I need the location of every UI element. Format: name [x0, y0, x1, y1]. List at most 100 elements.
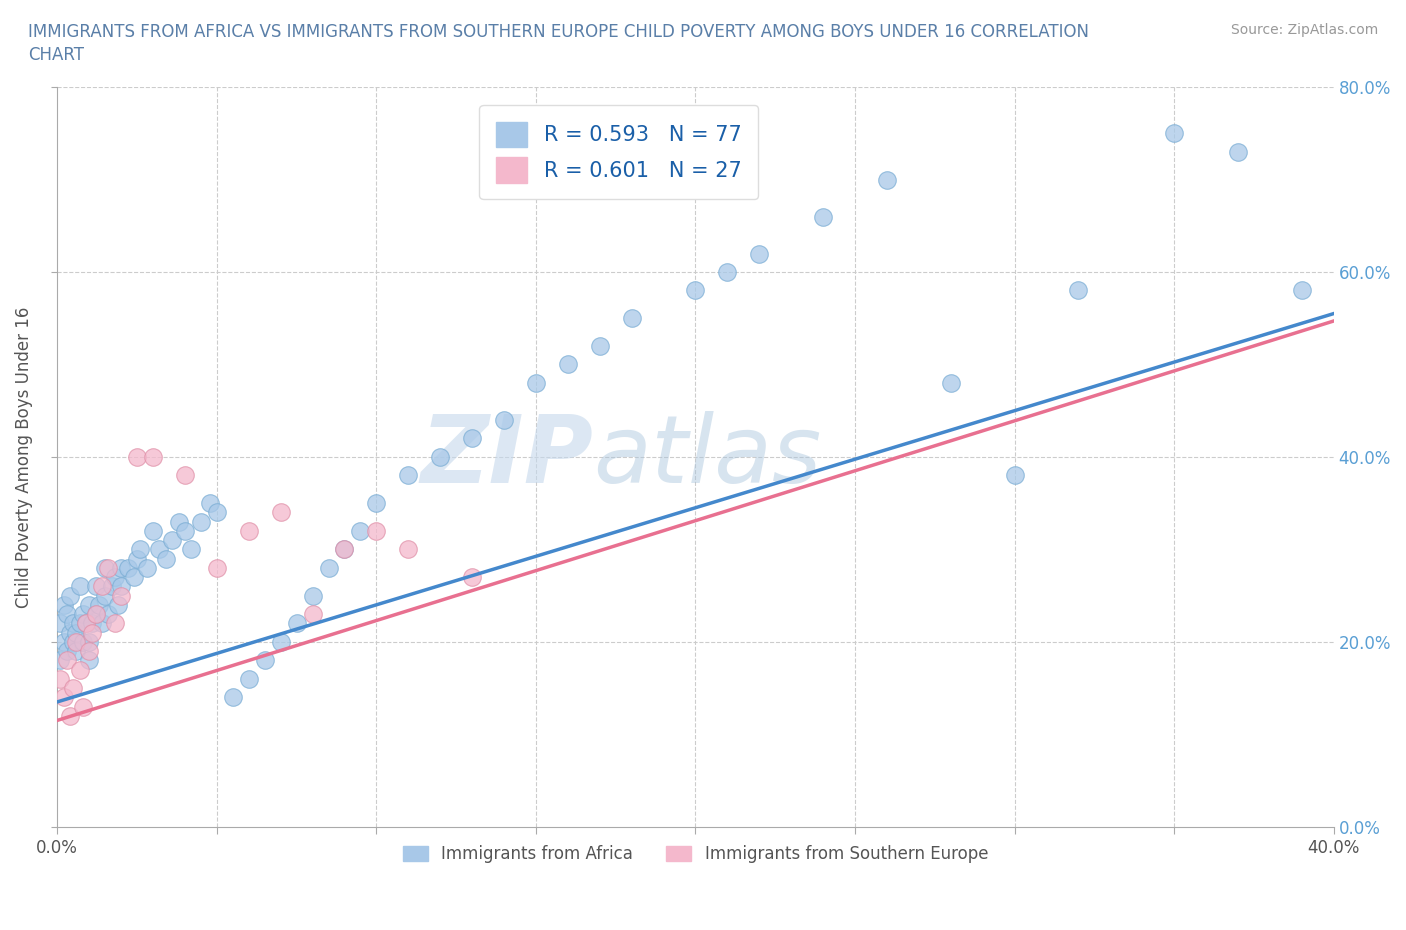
- Point: [876, 172, 898, 187]
- Point: [811, 209, 834, 224]
- Point: [461, 570, 484, 585]
- Point: [56, 606, 79, 621]
- Point: [1226, 144, 1249, 159]
- Point: [620, 311, 643, 325]
- Point: [49, 653, 72, 668]
- Point: [366, 496, 388, 511]
- Point: [72, 634, 94, 649]
- Point: [685, 283, 707, 298]
- Point: [190, 514, 212, 529]
- Point: [72, 606, 94, 621]
- Y-axis label: Child Poverty Among Boys Under 16: Child Poverty Among Boys Under 16: [15, 306, 32, 607]
- Point: [1004, 468, 1026, 483]
- Point: [333, 542, 356, 557]
- Point: [94, 561, 117, 576]
- Point: [142, 524, 165, 538]
- Point: [69, 578, 91, 593]
- Point: [91, 578, 114, 593]
- Point: [65, 644, 87, 658]
- Point: [84, 606, 107, 621]
- Point: [125, 449, 148, 464]
- Point: [122, 570, 145, 585]
- Point: [270, 505, 292, 520]
- Point: [97, 561, 120, 576]
- Point: [94, 588, 117, 603]
- Point: [82, 616, 104, 631]
- Point: [107, 597, 129, 612]
- Point: [69, 616, 91, 631]
- Point: [174, 468, 197, 483]
- Point: [129, 542, 152, 557]
- Point: [492, 413, 515, 428]
- Point: [100, 578, 122, 593]
- Point: [1163, 126, 1185, 140]
- Point: [104, 616, 127, 631]
- Point: [200, 496, 222, 511]
- Point: [155, 551, 177, 566]
- Point: [396, 542, 419, 557]
- Point: [82, 625, 104, 640]
- Point: [59, 588, 82, 603]
- Point: [1067, 283, 1090, 298]
- Point: [222, 690, 245, 705]
- Point: [174, 524, 197, 538]
- Point: [91, 616, 114, 631]
- Point: [110, 578, 132, 593]
- Point: [69, 662, 91, 677]
- Point: [110, 561, 132, 576]
- Point: [87, 597, 110, 612]
- Point: [557, 357, 579, 372]
- Point: [77, 597, 100, 612]
- Point: [49, 616, 72, 631]
- Point: [65, 634, 87, 649]
- Point: [77, 653, 100, 668]
- Point: [180, 542, 202, 557]
- Point: [59, 709, 82, 724]
- Point: [77, 634, 100, 649]
- Point: [49, 671, 72, 686]
- Point: [939, 376, 962, 391]
- Point: [148, 542, 170, 557]
- Point: [75, 616, 97, 631]
- Point: [135, 561, 157, 576]
- Point: [56, 644, 79, 658]
- Point: [716, 264, 738, 279]
- Text: CHART: CHART: [28, 46, 84, 64]
- Point: [104, 570, 127, 585]
- Point: [318, 561, 340, 576]
- Point: [97, 606, 120, 621]
- Point: [84, 578, 107, 593]
- Point: [125, 551, 148, 566]
- Legend: Immigrants from Africa, Immigrants from Southern Europe: Immigrants from Africa, Immigrants from …: [396, 839, 995, 870]
- Point: [160, 533, 183, 548]
- Point: [285, 616, 308, 631]
- Text: ZIP: ZIP: [420, 411, 593, 503]
- Point: [349, 524, 371, 538]
- Point: [748, 246, 770, 261]
- Point: [238, 671, 260, 686]
- Point: [1291, 283, 1313, 298]
- Point: [52, 597, 75, 612]
- Point: [333, 542, 356, 557]
- Text: Source: ZipAtlas.com: Source: ZipAtlas.com: [1230, 23, 1378, 37]
- Point: [52, 690, 75, 705]
- Point: [205, 505, 228, 520]
- Point: [62, 681, 84, 696]
- Point: [52, 634, 75, 649]
- Point: [429, 449, 451, 464]
- Point: [253, 653, 276, 668]
- Point: [117, 561, 139, 576]
- Point: [62, 634, 84, 649]
- Point: [396, 468, 419, 483]
- Point: [238, 524, 260, 538]
- Text: IMMIGRANTS FROM AFRICA VS IMMIGRANTS FROM SOUTHERN EUROPE CHILD POVERTY AMONG BO: IMMIGRANTS FROM AFRICA VS IMMIGRANTS FRO…: [28, 23, 1090, 41]
- Point: [142, 449, 165, 464]
- Point: [65, 625, 87, 640]
- Point: [461, 431, 484, 445]
- Point: [56, 653, 79, 668]
- Point: [301, 588, 323, 603]
- Point: [62, 616, 84, 631]
- Point: [524, 376, 547, 391]
- Point: [75, 616, 97, 631]
- Point: [72, 699, 94, 714]
